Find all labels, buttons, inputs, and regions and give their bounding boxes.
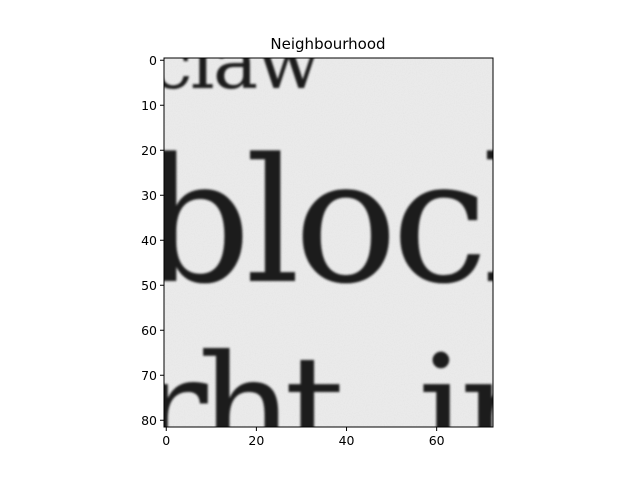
paper-texture [164, 58, 493, 427]
plot-frame [163, 57, 494, 428]
y-tick-label: 10 [141, 98, 157, 113]
y-tick-label: 20 [141, 143, 157, 158]
glyph-row-bottom-left: rht [136, 324, 344, 480]
chart-title: Neighbourhood [270, 35, 385, 53]
image-content: claw block rht in [136, 17, 588, 480]
y-tick-label: 60 [141, 323, 157, 338]
x-axis: 0 20 40 60 [162, 427, 445, 448]
x-tick-label: 0 [162, 433, 170, 448]
y-tick-label: 70 [141, 368, 157, 383]
x-tick-label: 40 [339, 433, 355, 448]
y-axis: 0 10 20 30 40 50 60 70 80 [141, 53, 164, 428]
y-tick-label: 30 [141, 188, 157, 203]
y-tick-label: 50 [141, 278, 157, 293]
y-tick-label: 0 [149, 53, 157, 68]
y-tick-label: 80 [141, 413, 157, 428]
text-glyphs: claw block rht in [136, 17, 588, 480]
y-tick-label: 40 [141, 233, 157, 248]
x-tick-label: 60 [429, 433, 445, 448]
glyph-row-middle: block [141, 121, 588, 322]
glyph-row-top: claw [150, 17, 321, 106]
glyph-row-bottom-right: in [418, 324, 553, 480]
x-tick-label: 20 [248, 433, 264, 448]
plot-area: claw block rht in [136, 17, 588, 480]
